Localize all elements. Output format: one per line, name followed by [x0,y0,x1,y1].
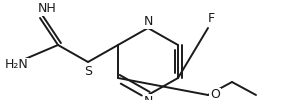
Text: F: F [208,12,215,25]
Text: N: N [143,95,153,100]
Text: S: S [84,65,92,78]
Text: NH: NH [38,2,57,15]
Text: O: O [210,88,220,100]
Text: H₂N: H₂N [5,58,29,72]
Text: N: N [143,15,153,28]
